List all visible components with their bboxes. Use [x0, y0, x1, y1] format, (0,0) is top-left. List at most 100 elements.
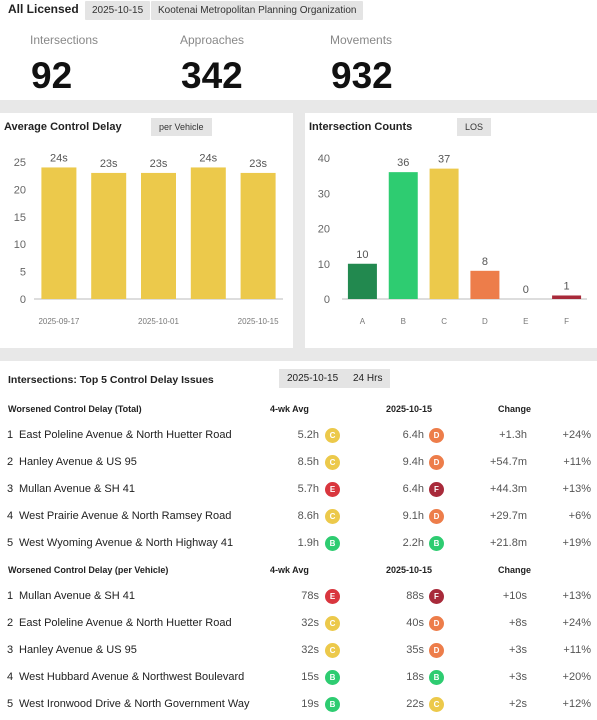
y-tick-label: 5 [20, 267, 26, 279]
movements-value: 932 [331, 55, 393, 96]
current-los-badge: D [429, 616, 444, 631]
y-tick-label: 20 [14, 184, 26, 196]
intersection-name[interactable]: West Hubbard Avenue & Northwest Boulevar… [19, 671, 245, 683]
section-heading: Worsened Control Delay (Total) [8, 404, 142, 414]
row-rank: 4 [7, 510, 14, 522]
organization-chip[interactable]: Kootenai Metropolitan Planning Organizat… [151, 1, 364, 20]
intersection-name[interactable]: Mullan Avenue & SH 41 [19, 590, 135, 602]
change-value: +2s [508, 698, 527, 710]
current-value: 2.2h [402, 537, 424, 549]
intersection-counts-panel: Intersection Counts LOS 0 10 20 30 40 10 A 36 B 3… [305, 113, 597, 348]
table-row[interactable]: 3 Hanley Avenue & US 95 32s C 35s D +3s +11% [0, 641, 597, 659]
approaches-value: 342 [181, 55, 243, 96]
avg-los-badge: E [325, 589, 340, 604]
intersection-name[interactable]: West Prairie Avenue & North Ramsey Road [19, 510, 232, 522]
four-week-avg-value: 32s [301, 644, 319, 656]
avg-column-header: 4-wk Avg [270, 565, 309, 575]
y-tick-label: 10 [318, 259, 330, 271]
issues-range-chip[interactable]: 24 Hrs [345, 369, 391, 388]
table-row[interactable]: 2 East Poleline Avenue & North Huetter Ro… [0, 614, 597, 632]
change-percent: +11% [563, 456, 591, 468]
avg-los-badge: C [325, 509, 340, 524]
avg-los-badge: B [325, 670, 340, 685]
x-tick-label: 2025-10-15 [238, 317, 279, 326]
table-row[interactable]: 1 East Poleline Avenue & North Huetter Ro… [0, 426, 597, 444]
current-los-badge: F [429, 589, 444, 604]
current-value: 22s [406, 698, 424, 710]
table-row[interactable]: 2 Hanley Avenue & US 95 8.5h C 9.4h D +54.7m +1… [0, 453, 597, 471]
row-rank: 3 [7, 483, 14, 495]
change-percent: +13% [562, 483, 591, 495]
date-chip[interactable]: 2025-10-15 [85, 1, 151, 20]
delay-data-label: 24s [199, 152, 217, 164]
counts-panel-title: Intersection Counts [309, 121, 413, 133]
four-week-avg-value: 15s [301, 671, 319, 683]
change-column-header: Change [498, 404, 532, 414]
los-chip[interactable]: LOS [457, 118, 492, 136]
current-los-badge: D [429, 643, 444, 658]
four-week-avg-value: 19s [301, 698, 319, 710]
change-value: +3s [508, 671, 527, 683]
count-bar [347, 263, 377, 299]
current-value: 40s [406, 617, 424, 629]
delay-bar [190, 167, 226, 299]
current-value: 88s [406, 590, 424, 602]
delay-bar-chart: 0 5 10 15 20 25 24s 2025-09-17 23s 23s 2025-10-01 2… [14, 152, 283, 326]
delay-bar [41, 167, 77, 299]
current-los-badge: B [429, 536, 444, 551]
four-week-avg-value: 8.6h [297, 510, 319, 522]
delay-bar [141, 172, 176, 299]
x-tick-label: B [401, 317, 406, 326]
change-value: +44.3m [490, 483, 527, 495]
current-los-badge: D [429, 428, 444, 443]
current-value: 9.1h [402, 510, 424, 522]
current-value: 6.4h [402, 483, 424, 495]
avg-los-badge: C [325, 616, 340, 631]
y-tick-label: 25 [14, 157, 26, 169]
change-value: +3s [508, 644, 527, 656]
avg-los-badge: C [325, 455, 340, 470]
four-week-avg-value: 32s [301, 617, 319, 629]
issues-title: Intersections: Top 5 Control Delay Issue… [8, 374, 214, 386]
intersection-name[interactable]: East Poleline Avenue & North Huetter Roa… [19, 429, 232, 441]
x-tick-label: 2025-09-17 [38, 317, 79, 326]
y-tick-label: 15 [14, 212, 26, 224]
date-column-header: 2025-10-15 [386, 565, 433, 575]
delay-data-label: 23s [150, 158, 168, 170]
page-title: All Licensed [8, 2, 79, 16]
y-tick-label: 20 [318, 224, 330, 236]
delay-data-label: 24s [50, 152, 68, 164]
avg-los-badge: C [325, 643, 340, 658]
four-week-avg-value: 1.9h [297, 537, 319, 549]
per-vehicle-chip[interactable]: per Vehicle [151, 118, 212, 136]
x-tick-label: E [523, 317, 528, 326]
table-row[interactable]: 5 West Wyoming Avenue & North Highway 41 1… [0, 534, 597, 552]
issues-date-chip[interactable]: 2025-10-15 [279, 369, 347, 388]
change-value: +29.7m [490, 510, 527, 522]
table-row[interactable]: 5 West Ironwood Drive & North Government … [0, 695, 597, 713]
change-value: +10s [502, 590, 527, 602]
count-data-label: 0 [523, 284, 529, 296]
intersection-name[interactable]: East Poleline Avenue & North Huetter Roa… [19, 617, 232, 629]
section-header: Worsened Control Delay (per Vehicle) 4-wk… [0, 565, 597, 579]
intersection-name[interactable]: Hanley Avenue & US 95 [19, 644, 137, 656]
y-tick-label: 30 [318, 188, 330, 200]
current-los-badge: D [429, 509, 444, 524]
change-percent: +6% [568, 510, 591, 522]
change-value: +54.7m [490, 456, 527, 468]
table-row[interactable]: 3 Mullan Avenue & SH 41 5.7h E 6.4h F +44.3m +1… [0, 480, 597, 498]
intersection-name[interactable]: West Wyoming Avenue & North Highway 41 [19, 537, 234, 549]
intersection-name[interactable]: Hanley Avenue & US 95 [19, 456, 137, 468]
intersection-name[interactable]: West Ironwood Drive & North Government W… [19, 698, 250, 710]
intersections-label: Intersections [30, 33, 99, 47]
table-row[interactable]: 1 Mullan Avenue & SH 41 78s E 88s F +10s +13% [0, 587, 597, 605]
row-rank: 5 [7, 698, 14, 710]
table-row[interactable]: 4 West Prairie Avenue & North Ramsey Road… [0, 507, 597, 525]
section-header: Worsened Control Delay (Total) 4-wk Avg 20… [0, 404, 597, 418]
intersection-name[interactable]: Mullan Avenue & SH 41 [19, 483, 135, 495]
table-row[interactable]: 4 West Hubbard Avenue & Northwest Bouleva… [0, 668, 597, 686]
avg-los-badge: B [325, 536, 340, 551]
change-percent: +20% [562, 671, 591, 683]
y-tick-label: 40 [318, 153, 330, 165]
change-percent: +11% [563, 644, 591, 656]
